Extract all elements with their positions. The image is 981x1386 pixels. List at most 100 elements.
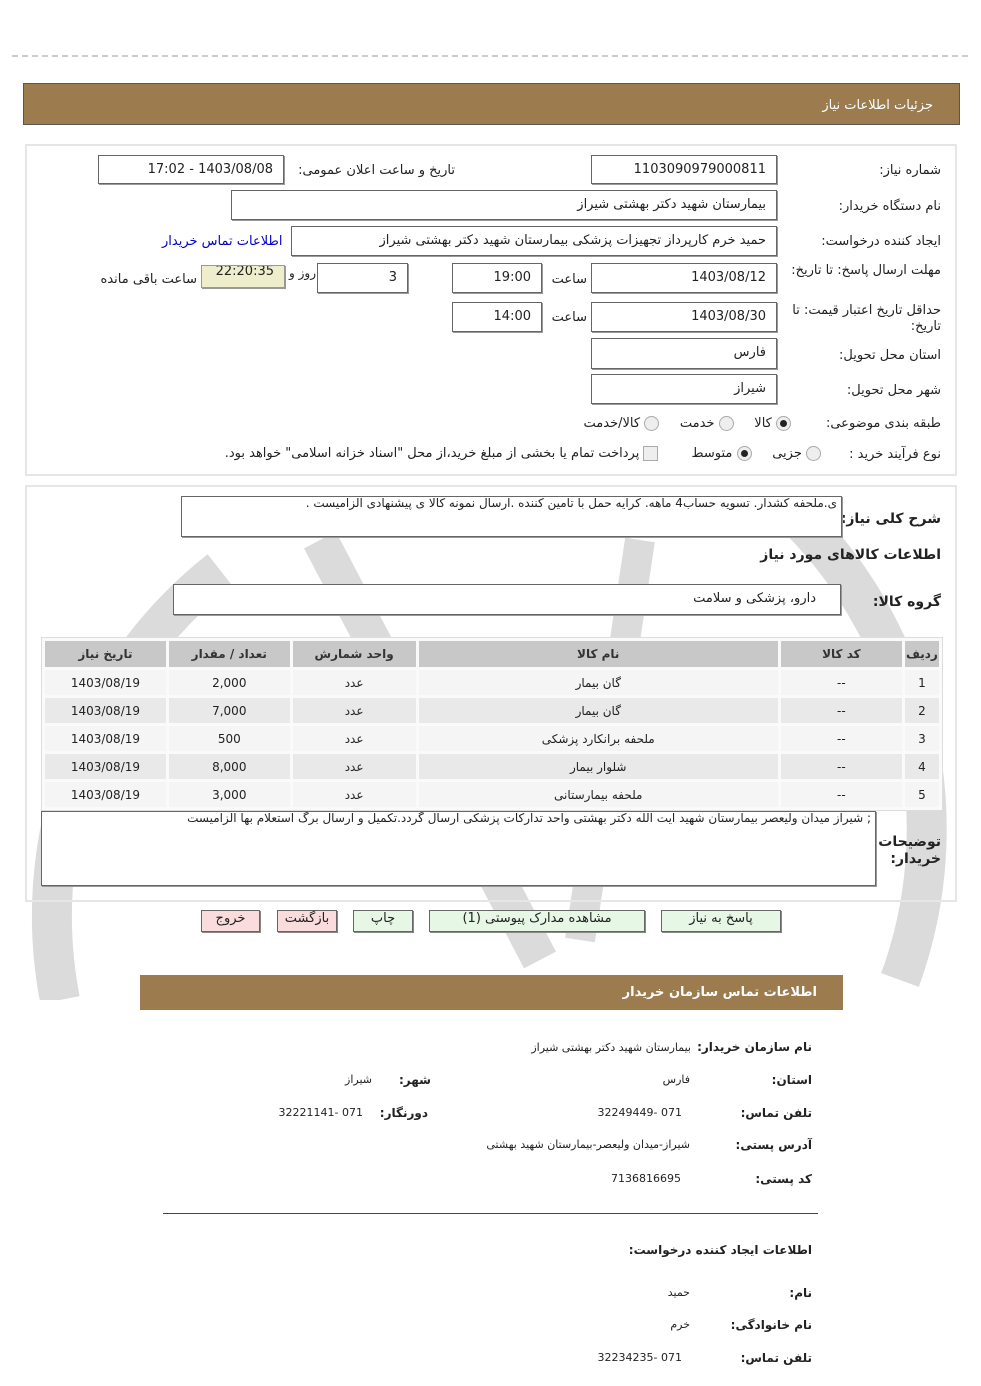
quantity-cell: 7,000 (168, 698, 290, 723)
radio-icon[interactable] (736, 446, 752, 461)
goods-name-cell: ملحفه بیمارستانی (418, 782, 778, 807)
postal-value: 7136816695 (611, 1172, 681, 1185)
creator-info-title: اطلاعات ایجاد کننده درخواست: (628, 1243, 812, 1257)
need-date-cell: 1403/08/19 (45, 726, 166, 751)
row-number-cell: 4 (904, 754, 939, 779)
org-value: بیمارستان شهید دکتر بهشتی شیراز (531, 1041, 691, 1054)
process-label: نوع فرآیند خرید : (849, 447, 941, 462)
treasury-payment-checkbox[interactable]: پرداخت تمام یا بخشی از مبلغ خرید،از محل … (225, 446, 659, 461)
city-label: شهر محل تحویل: (846, 383, 941, 398)
unit-cell: عدد (292, 754, 416, 779)
goods-code-cell: -- (780, 782, 902, 807)
row-number-cell: 2 (904, 698, 939, 723)
goods-table: ردیف کد کالا نام کالا واحد شمارش تعداد /… (42, 638, 942, 810)
goods-panel (25, 485, 957, 902)
radio-icon[interactable] (806, 446, 821, 461)
name-label: نام: (789, 1286, 812, 1300)
address-label: آدرس پستی: (735, 1138, 812, 1152)
creator-label: ایجاد کننده درخواست: (821, 234, 941, 249)
row-number-cell: 1 (904, 670, 939, 695)
description-field: ی.ملحفه کشدار. تسویه حساب4 ماهه. کرایه ح… (181, 496, 842, 537)
row-number-cell: 5 (904, 782, 939, 807)
need-number-field: 1103090979000811 (591, 155, 777, 184)
reply-button[interactable]: پاسخ به نیاز (661, 910, 781, 932)
comments-field: ; شیراز میدان ولیعصر بیمارستان شهید ایت … (41, 811, 876, 886)
goods-name-cell: گان بیمار (418, 698, 778, 723)
goods-group-field: دارو، پزشکی و سلامت (173, 584, 841, 615)
goods-code-cell: -- (780, 754, 902, 779)
category-option-goods[interactable]: کالا (754, 416, 791, 431)
radio-icon[interactable] (644, 416, 660, 431)
org-label: نام سازمان خریدار: (697, 1040, 812, 1054)
announce-label: تاریخ و ساعت اعلان عمومی: (298, 163, 455, 178)
creator-phone-value: 071 -32234235 (597, 1351, 682, 1364)
radio-icon[interactable] (776, 416, 791, 431)
col-unit: واحد شمارش (292, 641, 416, 667)
goods-table-wrap: ردیف کد کالا نام کالا واحد شمارش تعداد /… (41, 637, 943, 811)
city-field: شیراز (591, 374, 777, 404)
dashed-divider (12, 55, 968, 57)
unit-cell: عدد (292, 782, 416, 807)
quantity-cell: 2,000 (168, 670, 290, 695)
table-row: 3 -- ملحفه برانکارد پزشکی عدد 500 1403/08/19 (45, 726, 939, 751)
need-number-label: شماره نیاز: (879, 163, 941, 178)
days-remaining-field: 3 (317, 263, 408, 293)
deadline-time-field: 19:00 (452, 263, 542, 293)
col-row: ردیف (904, 641, 939, 667)
process-option-medium[interactable]: متوسط (692, 446, 752, 461)
category-option-service[interactable]: خدمت (680, 416, 734, 431)
province-field: فارس (591, 338, 777, 369)
col-code: کد کالا (780, 641, 902, 667)
deadline-time-label: ساعت (551, 272, 587, 287)
goods-group-label: گروه کالا: (872, 594, 941, 610)
phone-value: 071 -32249449 (597, 1106, 682, 1119)
need-date-cell: 1403/08/19 (45, 754, 166, 779)
deadline-date-field: 1403/08/12 (591, 263, 777, 293)
contact-title: اطلاعات تماس سازمان خریدار (622, 985, 817, 1000)
table-row: 4 -- شلوار بیمار عدد 8,000 1403/08/19 (45, 754, 939, 779)
need-date-cell: 1403/08/19 (45, 782, 166, 807)
category-label: طبقه بندی موضوعی: (825, 416, 941, 431)
contact-divider (163, 1213, 818, 1214)
city-contact-label: شهر: (399, 1073, 431, 1087)
creator-phone-label: تلفن تماس: (740, 1351, 812, 1365)
address-value: شیراز-میدان ولیعصر-بیمارستان شهید بهشتی (486, 1138, 690, 1151)
unit-cell: عدد (292, 698, 416, 723)
back-button[interactable]: بازگشت (277, 910, 337, 932)
remaining-label: ساعت باقی مانده (100, 272, 197, 287)
checkbox-icon[interactable] (643, 446, 659, 461)
fax-label: دورنگار: (379, 1106, 428, 1120)
countdown-timer: 22:20:35 (201, 265, 285, 288)
goods-name-cell: گان بیمار (418, 670, 778, 695)
family-label: نام خانوادگی: (730, 1318, 812, 1332)
buyer-contact-link[interactable]: اطلاعات تماس خریدار (162, 234, 283, 249)
goods-section-title: اطلاعات کالاهای مورد نیاز (760, 547, 941, 563)
radio-icon[interactable] (718, 416, 734, 431)
description-label: شرح کلی نیاز: (840, 511, 941, 527)
name-value: حمید (667, 1286, 690, 1299)
validity-label: حداقل تاریخ اعتبار قیمت: تا تاریخ: (792, 303, 941, 334)
goods-code-cell: -- (780, 698, 902, 723)
province-label: استان محل تحویل: (839, 348, 941, 363)
family-value: خرم (670, 1318, 690, 1331)
view-attachments-button[interactable]: مشاهده مدارک پیوستی (1) (429, 910, 645, 932)
page-header: جزئیات اطلاعات نیاز (23, 83, 960, 125)
table-row: 1 -- گان بیمار عدد 2,000 1403/08/19 (45, 670, 939, 695)
table-row: 5 -- ملحفه بیمارستانی عدد 3,000 1403/08/19 (45, 782, 939, 807)
city-contact-value: شیراز (345, 1073, 372, 1086)
col-qty: تعداد / مقدار (168, 641, 290, 667)
quantity-cell: 3,000 (168, 782, 290, 807)
validity-time-label: ساعت (551, 310, 587, 325)
quantity-cell: 500 (168, 726, 290, 751)
province-contact-label: استان: (771, 1073, 812, 1087)
process-options: جزیی متوسط پرداخت تمام یا بخشی از مبلغ خ… (225, 446, 821, 461)
table-row: 2 -- گان بیمار عدد 7,000 1403/08/19 (45, 698, 939, 723)
col-date: تاریخ نیاز (45, 641, 166, 667)
category-option-both[interactable]: کالا/خدمت (584, 416, 660, 431)
province-contact-value: فارس (662, 1073, 690, 1086)
print-button[interactable]: چاپ (353, 910, 413, 932)
process-option-minor[interactable]: جزیی (772, 446, 821, 461)
exit-button[interactable]: خروج (201, 910, 260, 932)
goods-code-cell: -- (780, 670, 902, 695)
deadline-label: مهلت ارسال پاسخ: تا تاریخ: (791, 263, 941, 278)
